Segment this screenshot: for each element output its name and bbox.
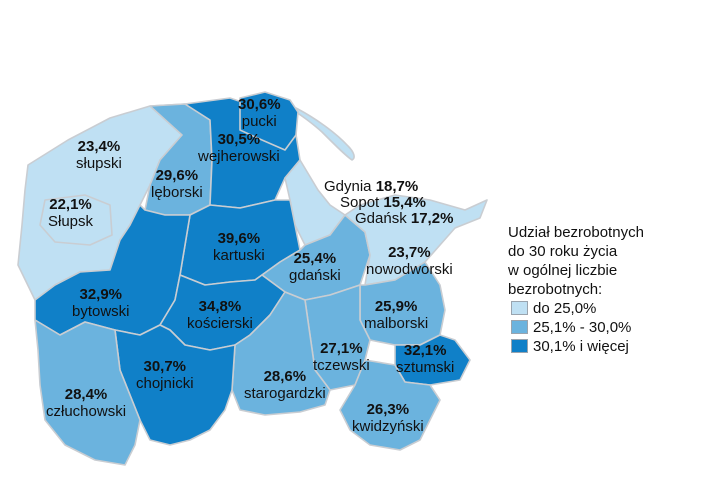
label-value: 29,6% [155, 167, 199, 184]
region-nowodworski [344, 194, 488, 286]
label-value: 30,5% [217, 131, 261, 148]
label-slupski: 23,4% słupski [76, 138, 122, 172]
label-value: 32,1% [403, 342, 447, 359]
label-leborski: 29,6% lęborski [151, 167, 203, 201]
label-value: 25,4% [293, 250, 337, 267]
label-name: gdański [289, 267, 341, 284]
city-name: Gdynia [324, 178, 372, 195]
label-value: 26,3% [366, 401, 410, 418]
label-gdanski: 25,4% gdański [289, 250, 341, 284]
label-kartuski: 39,6% kartuski [213, 230, 265, 264]
city-sopot: Sopot 15,4% [340, 194, 426, 211]
label-name: słupski [76, 155, 122, 172]
label-name: nowodworski [366, 261, 453, 278]
label-value: 25,9% [374, 298, 418, 315]
legend-title-line: do 30 roku życia [508, 243, 618, 260]
label-starogardzki: 28,6% starogardzki [244, 368, 326, 402]
label-name: człuchowski [46, 403, 127, 420]
region-hel [295, 107, 355, 161]
label-value: 28,4% [64, 386, 108, 403]
label-value: 23,7% [388, 244, 431, 261]
label-value: 30,7% [143, 358, 187, 375]
label-czluchowski: 28,4% człuchowski [46, 386, 126, 420]
label-name: lęborski [151, 184, 203, 201]
legend-title-line: Udział bezrobotnych [508, 224, 644, 241]
label-malborski: 25,9% malborski [364, 298, 428, 332]
legend-title-line: bezrobotnych: [508, 281, 603, 298]
legend-item-low: do 25,0% [508, 299, 708, 318]
label-name: starogardzki [244, 385, 326, 402]
label-bytowski: 32,9% bytowski [72, 286, 130, 320]
label-name: bytowski [72, 303, 130, 320]
label-wejherowski: 30,5% wejherowski [198, 131, 280, 165]
legend-swatch [511, 301, 528, 315]
label-value: 39,6% [217, 230, 261, 247]
label-slupsk: 22,1% Słupsk [48, 196, 93, 230]
label-value: 27,1% [320, 340, 363, 357]
city-value: 17,2% [410, 210, 454, 227]
label-value: 32,9% [79, 286, 123, 303]
label-name: kościerski [187, 315, 253, 332]
label-name: kwidzyński [352, 418, 424, 435]
city-value: 18,7% [375, 178, 419, 195]
label-kwidzynski: 26,3% kwidzyński [352, 401, 424, 435]
label-pucki: 30,6% pucki [238, 96, 281, 130]
region-kwidzynski [339, 359, 441, 451]
city-gdynia: Gdynia 18,7% [324, 178, 418, 195]
label-value: 34,8% [198, 298, 242, 315]
legend-label: 25,1% - 30,0% [533, 319, 632, 336]
label-sztumski: 32,1% sztumski [396, 342, 454, 376]
label-name: Słupsk [48, 213, 94, 230]
label-value: 30,6% [238, 96, 281, 113]
label-koscierski: 34,8% kościerski [187, 298, 253, 332]
city-name: Sopot [340, 194, 380, 211]
label-name: wejherowski [198, 148, 280, 165]
region-slupsk [39, 194, 113, 246]
label-nowodworski: 23,7% nowodworski [366, 244, 453, 278]
legend-item-high: 30,1% i więcej [508, 337, 708, 356]
legend: Udział bezrobotnych do 30 roku życia w o… [508, 223, 708, 356]
region-starogardzki [231, 291, 331, 416]
legend-label: do 25,0% [533, 300, 597, 317]
label-value: 28,6% [263, 368, 307, 385]
region-czluchowski [34, 319, 141, 466]
legend-item-mid: 25,1% - 30,0% [508, 318, 708, 337]
legend-swatch [511, 320, 528, 334]
city-name: Gdańsk [355, 210, 407, 227]
city-gdansk: Gdańsk 17,2% [355, 210, 453, 227]
label-name: kartuski [213, 247, 265, 264]
legend-title-line: w ogólnej liczbie [508, 262, 618, 279]
label-value: 22,1% [49, 196, 92, 213]
label-name: tczewski [313, 357, 370, 374]
city-value: 15,4% [383, 194, 426, 211]
legend-swatch [511, 339, 528, 353]
legend-label: 30,1% i więcej [533, 338, 629, 355]
label-name: malborski [364, 315, 429, 332]
label-name: chojnicki [136, 375, 194, 392]
label-name: sztumski [396, 359, 455, 376]
label-chojnicki: 30,7% chojnicki [136, 358, 194, 392]
label-name: pucki [241, 113, 277, 130]
region-pucki [239, 91, 299, 151]
label-value: 23,4% [77, 138, 121, 155]
label-tczewski: 27,1% tczewski [313, 340, 370, 374]
